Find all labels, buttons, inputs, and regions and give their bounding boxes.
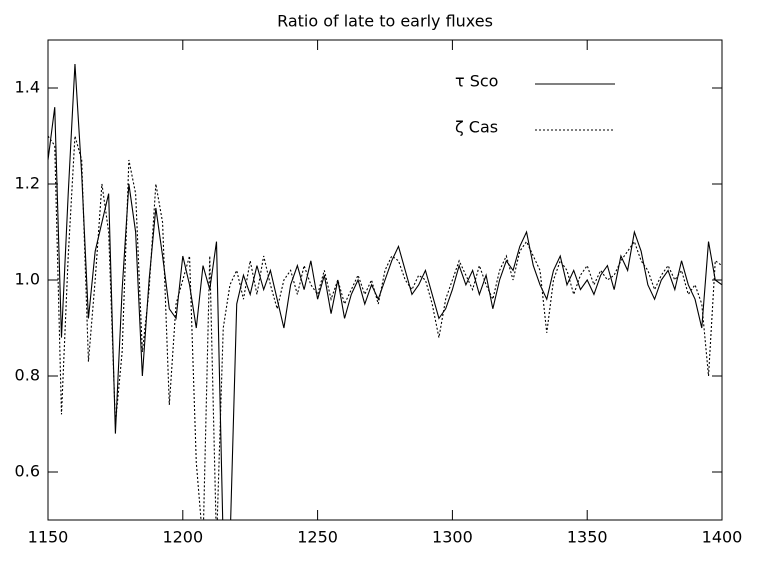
y-tick-label: 1.0 (15, 270, 40, 289)
x-tick-label: 1200 (162, 528, 203, 547)
x-tick-label: 1400 (702, 528, 743, 547)
x-tick-label: 1250 (297, 528, 338, 547)
chart-title: Ratio of late to early fluxes (277, 12, 493, 31)
data-line (48, 135, 722, 520)
data-line (48, 63, 722, 520)
legend-label: ζ Cas (455, 118, 498, 137)
x-tick-label: 1300 (432, 528, 473, 547)
x-tick-label: 1150 (28, 528, 69, 547)
y-tick-label: 1.4 (15, 78, 40, 97)
legend-label: τ Sco (455, 72, 498, 91)
x-tick-label: 1350 (567, 528, 608, 547)
y-tick-label: 0.8 (15, 366, 40, 385)
y-tick-label: 1.2 (15, 174, 40, 193)
y-tick-label: 0.6 (15, 462, 40, 481)
